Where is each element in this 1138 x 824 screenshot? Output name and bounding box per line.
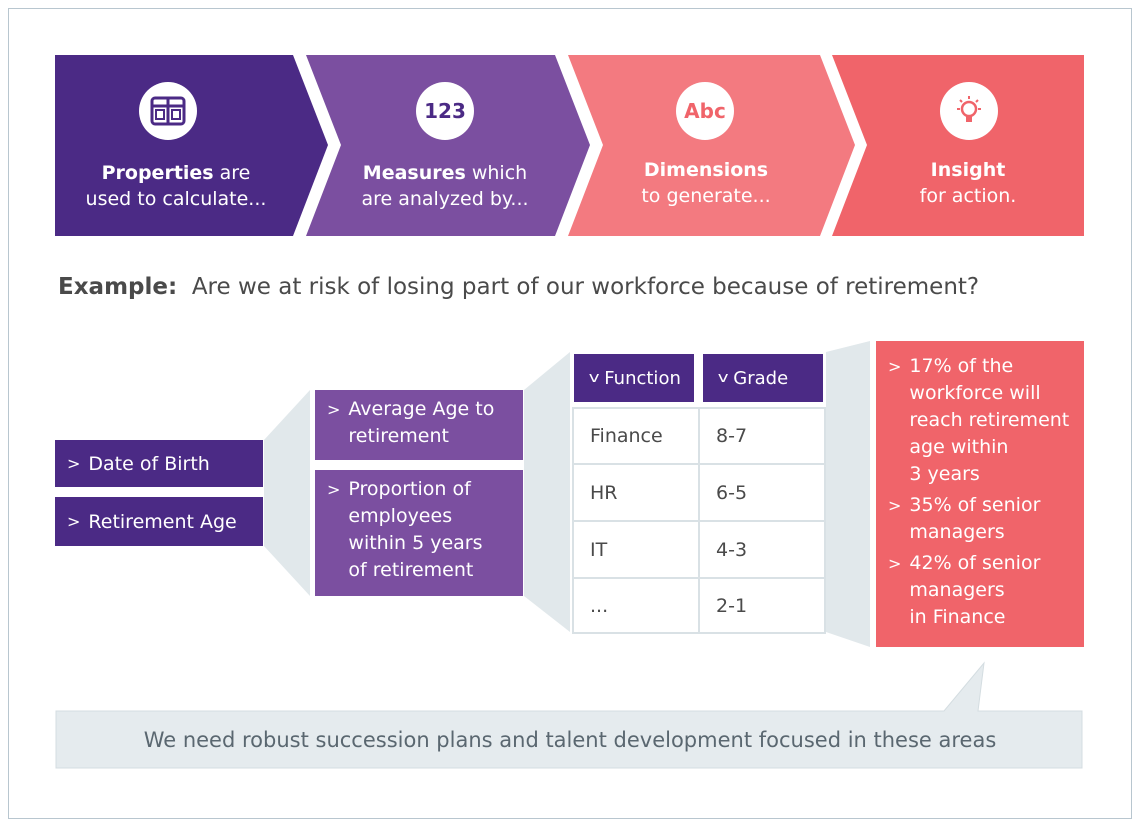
- example-text: Are we at risk of losing part of our wor…: [191, 274, 980, 300]
- dimension-header-label: Grade: [733, 367, 789, 389]
- table-cell: 6-5: [698, 463, 826, 522]
- insight-line: 35% of senior: [909, 494, 1041, 516]
- insight-item: > 42% of senior managers in Finance: [888, 550, 1076, 631]
- measure-average-age: > Average Age to retirement: [315, 390, 523, 460]
- table-cell: 2-1: [698, 577, 826, 634]
- conclusion-text: We need robust succession plans and tale…: [143, 728, 997, 752]
- connector-dimensions-insight: [826, 341, 870, 647]
- step-measures-title: Measures: [362, 162, 466, 184]
- step-insight-title: Insight: [930, 159, 1006, 181]
- dimension-header-function: v Function: [574, 354, 694, 402]
- measure-line: of retirement: [348, 559, 474, 581]
- step-insight-line2: for action.: [919, 185, 1017, 207]
- chevron-right-icon: >: [888, 554, 902, 573]
- insight-line: reach retirement: [909, 409, 1070, 431]
- window-panels-icon: [139, 82, 197, 140]
- table-row: HR 6-5: [572, 463, 826, 522]
- table-cell: 4-3: [698, 520, 826, 579]
- dimensions-table: Finance 8-7 HR 6-5 IT 4-3 ... 2-1: [572, 407, 826, 634]
- table-row: IT 4-3: [572, 520, 826, 579]
- insight-line: 3 years: [909, 463, 980, 485]
- table-row: ... 2-1: [572, 577, 826, 634]
- table-cell: IT: [572, 520, 700, 579]
- conclusion-callout: [55, 661, 1083, 769]
- chevron-measures: [306, 55, 590, 236]
- dimension-header-grade: v Grade: [703, 354, 823, 402]
- diagram-frame: [8, 8, 1132, 819]
- chevron-right-icon: >: [888, 496, 902, 515]
- insight-line: 17% of the: [909, 355, 1014, 377]
- table-cell: 8-7: [698, 407, 826, 465]
- step-measures-text: Measures which are analyzed by...: [336, 160, 554, 212]
- step-properties-suffix: are: [213, 162, 251, 184]
- step-dimensions-title: Dimensions: [643, 159, 769, 181]
- chevron-dimensions: [568, 55, 855, 236]
- step-properties-title: Properties: [101, 162, 214, 184]
- insight-line: managers: [909, 579, 1005, 601]
- chevron-properties: [55, 55, 328, 236]
- property-label: Date of Birth: [88, 452, 210, 475]
- step-measures-suffix: which: [465, 162, 528, 184]
- table-cell: ...: [572, 577, 700, 634]
- insight-item: > 35% of senior managers: [888, 492, 1076, 546]
- chevron-down-icon: v: [588, 370, 600, 386]
- numeric-123-label: 123: [424, 99, 466, 123]
- chevron-right-icon: >: [327, 400, 341, 419]
- dimension-header-label: Function: [604, 367, 681, 389]
- text-abc-icon: Abc: [676, 82, 734, 140]
- numeric-123-icon: 123: [416, 82, 474, 140]
- table-cell: Finance: [572, 407, 700, 465]
- chevron-right-icon: >: [67, 511, 81, 531]
- text-abc-label: Abc: [684, 99, 726, 123]
- example-label: Example:: [58, 274, 178, 300]
- measure-line: retirement: [348, 425, 449, 447]
- step-properties-text: Properties are used to calculate...: [60, 160, 292, 212]
- insight-line: 42% of senior: [909, 552, 1041, 574]
- table-row: Finance 8-7: [572, 407, 826, 465]
- insight-line: in Finance: [909, 606, 1006, 628]
- example-question: Example: Are we at risk of losing part o…: [58, 274, 979, 300]
- chevron-right-icon: >: [888, 357, 902, 376]
- measure-line: Proportion of: [348, 478, 471, 500]
- measure-line: within 5 years: [348, 532, 483, 554]
- step-properties-line2: used to calculate...: [85, 188, 267, 210]
- connector-measures-dimensions: [524, 352, 570, 632]
- property-label: Retirement Age: [88, 510, 237, 533]
- lightbulb-icon: [940, 82, 998, 140]
- insight-item: > 17% of the workforce will reach retireme…: [888, 353, 1076, 488]
- property-retirement-age: > Retirement Age: [55, 497, 263, 546]
- step-dimensions-line2: to generate...: [641, 185, 771, 207]
- measure-line: employees: [348, 505, 453, 527]
- insight-line: managers: [909, 521, 1005, 543]
- measure-proportion-retiring: > Proportion of employees within 5 years of…: [315, 470, 523, 596]
- insight-box: > 17% of the workforce will reach retireme…: [876, 341, 1084, 647]
- step-measures-line2: are analyzed by...: [361, 188, 529, 210]
- chevron-insight: [832, 55, 1084, 236]
- table-cell: HR: [572, 463, 700, 522]
- chevron-right-icon: >: [67, 453, 81, 473]
- insight-line: workforce will: [909, 382, 1041, 404]
- chevron-down-icon: v: [717, 370, 729, 386]
- chevron-right-icon: >: [327, 480, 341, 499]
- insight-line: age within: [909, 436, 1009, 458]
- property-date-of-birth: > Date of Birth: [55, 440, 263, 487]
- step-insight-text: Insight for action.: [860, 157, 1076, 209]
- step-dimensions-text: Dimensions to generate...: [596, 157, 816, 209]
- connector-properties-measures: [264, 390, 310, 596]
- measure-line: Average Age to: [348, 398, 495, 420]
